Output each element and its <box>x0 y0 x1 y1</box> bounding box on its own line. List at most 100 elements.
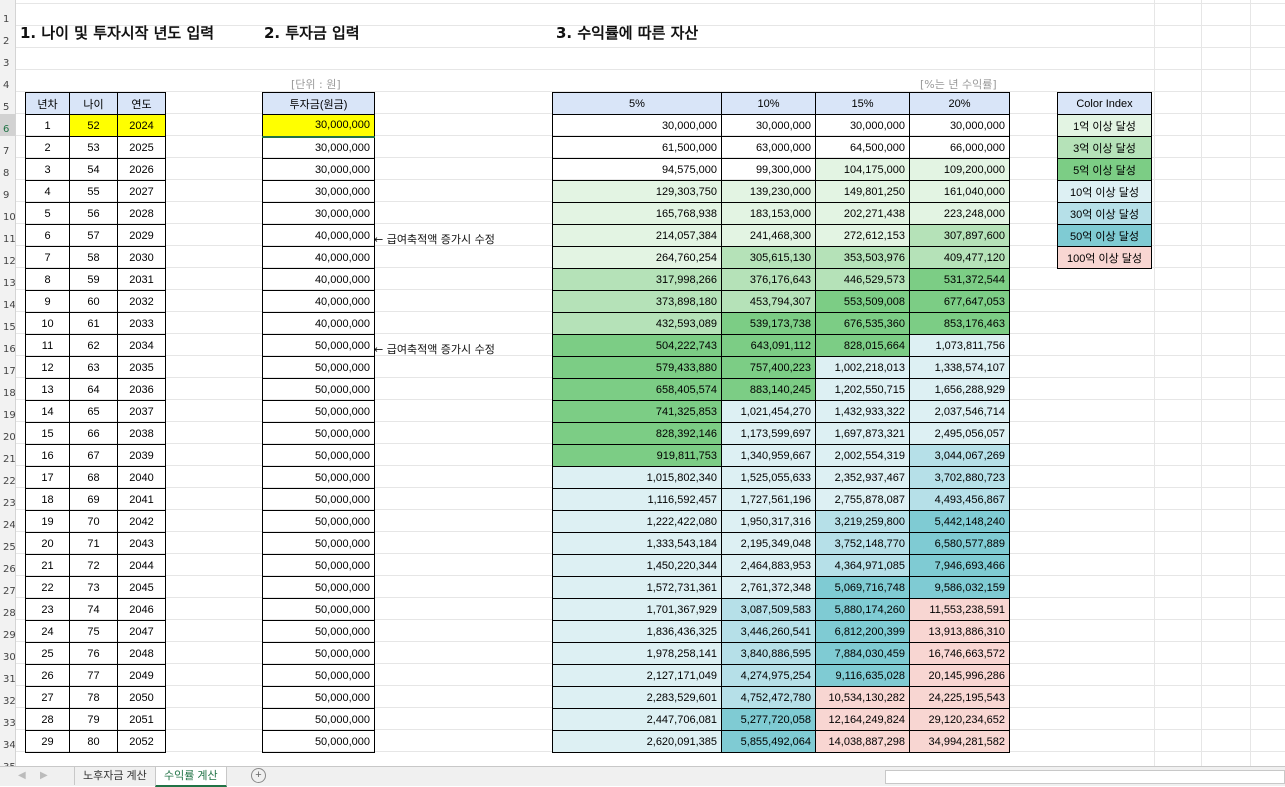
sheet-tab-retirement[interactable]: 노후자금 계산 <box>74 767 155 785</box>
color-index-item[interactable]: 30억 이상 달성 <box>1057 202 1152 225</box>
row-header[interactable]: 5 <box>3 102 10 113</box>
investment-cell[interactable]: 40,000,000 <box>262 246 375 269</box>
year-cell[interactable]: 2031 <box>117 268 166 291</box>
row-header[interactable]: 17 <box>3 366 16 377</box>
year-cell[interactable]: 73 <box>69 576 118 599</box>
asset-cell[interactable]: 883,140,245 <box>721 378 816 401</box>
asset-cell[interactable]: 853,176,463 <box>909 312 1010 335</box>
asset-cell[interactable]: 409,477,120 <box>909 246 1010 269</box>
asset-cell[interactable]: 272,612,153 <box>815 224 910 247</box>
row-header[interactable]: 21 <box>3 454 16 465</box>
horizontal-scrollbar[interactable] <box>885 770 1285 784</box>
year-cell[interactable]: 2052 <box>117 730 166 753</box>
year-cell[interactable]: 2036 <box>117 378 166 401</box>
year-cell[interactable]: 75 <box>69 620 118 643</box>
year-cell[interactable]: 72 <box>69 554 118 577</box>
year-cell[interactable]: 53 <box>69 136 118 159</box>
row-header[interactable]: 26 <box>3 564 16 575</box>
asset-cell[interactable]: 5,069,716,748 <box>815 576 910 599</box>
asset-cell[interactable]: 307,897,600 <box>909 224 1010 247</box>
year-cell[interactable]: 12 <box>25 356 70 379</box>
row-header[interactable]: 11 <box>3 234 16 245</box>
year-cell[interactable]: 5 <box>25 202 70 225</box>
asset-cell[interactable]: 4,274,975,254 <box>721 664 816 687</box>
row-header[interactable]: 7 <box>3 146 10 157</box>
row-header[interactable]: 33 <box>3 718 16 729</box>
asset-cell[interactable]: 741,325,853 <box>552 400 722 423</box>
asset-cell[interactable]: 99,300,000 <box>721 158 816 181</box>
color-index-item[interactable]: 1억 이상 달성 <box>1057 114 1152 137</box>
asset-cell[interactable]: 1,978,258,141 <box>552 642 722 665</box>
asset-cell[interactable]: 353,503,976 <box>815 246 910 269</box>
asset-cell[interactable]: 12,164,249,824 <box>815 708 910 731</box>
year-cell[interactable]: 15 <box>25 422 70 445</box>
year-cell[interactable]: 77 <box>69 664 118 687</box>
column-header[interactable]: 투자금(원금) <box>262 92 375 115</box>
year-cell[interactable]: 2030 <box>117 246 166 269</box>
year-cell[interactable]: 71 <box>69 532 118 555</box>
asset-cell[interactable]: 376,176,643 <box>721 268 816 291</box>
row-header[interactable]: 6 <box>0 114 15 136</box>
asset-cell[interactable]: 6,812,200,399 <box>815 620 910 643</box>
asset-cell[interactable]: 1,202,550,715 <box>815 378 910 401</box>
investment-cell[interactable]: 50,000,000 <box>262 488 375 511</box>
row-header[interactable]: 3 <box>3 58 10 69</box>
asset-cell[interactable]: 579,433,880 <box>552 356 722 379</box>
asset-cell[interactable]: 7,946,693,466 <box>909 554 1010 577</box>
asset-cell[interactable]: 61,500,000 <box>552 136 722 159</box>
year-cell[interactable]: 2048 <box>117 642 166 665</box>
investment-cell[interactable]: 30,000,000 <box>262 202 375 225</box>
investment-cell[interactable]: 50,000,000 <box>262 642 375 665</box>
rate-header[interactable]: 5% <box>552 92 722 115</box>
investment-cell[interactable]: 50,000,000 <box>262 444 375 467</box>
row-header[interactable]: 12 <box>3 256 16 267</box>
asset-cell[interactable]: 677,647,053 <box>909 290 1010 313</box>
year-cell[interactable]: 61 <box>69 312 118 335</box>
year-cell[interactable]: 67 <box>69 444 118 467</box>
year-cell[interactable]: 4 <box>25 180 70 203</box>
asset-cell[interactable]: 2,002,554,319 <box>815 444 910 467</box>
asset-cell[interactable]: 214,057,384 <box>552 224 722 247</box>
asset-cell[interactable]: 2,127,171,049 <box>552 664 722 687</box>
asset-cell[interactable]: 1,950,317,316 <box>721 510 816 533</box>
investment-cell[interactable]: 50,000,000 <box>262 334 375 357</box>
asset-cell[interactable]: 2,761,372,348 <box>721 576 816 599</box>
add-sheet-icon[interactable]: + <box>251 768 266 783</box>
asset-cell[interactable]: 1,002,218,013 <box>815 356 910 379</box>
color-index-item[interactable]: 100억 이상 달성 <box>1057 246 1152 269</box>
year-cell[interactable]: 2046 <box>117 598 166 621</box>
year-cell[interactable]: 2042 <box>117 510 166 533</box>
row-header[interactable]: 27 <box>3 586 16 597</box>
year-cell[interactable]: 29 <box>25 730 70 753</box>
asset-cell[interactable]: 305,615,130 <box>721 246 816 269</box>
asset-cell[interactable]: 3,219,259,800 <box>815 510 910 533</box>
year-cell[interactable]: 2040 <box>117 466 166 489</box>
asset-cell[interactable]: 30,000,000 <box>552 114 722 137</box>
year-cell[interactable]: 17 <box>25 466 70 489</box>
investment-cell[interactable]: 40,000,000 <box>262 268 375 291</box>
color-index-item[interactable]: 3억 이상 달성 <box>1057 136 1152 159</box>
row-header[interactable]: 20 <box>3 432 16 443</box>
asset-cell[interactable]: 139,230,000 <box>721 180 816 203</box>
year-cell[interactable]: 68 <box>69 466 118 489</box>
asset-cell[interactable]: 1,073,811,756 <box>909 334 1010 357</box>
row-header[interactable]: 19 <box>3 410 16 421</box>
investment-cell[interactable]: 30,000,000 <box>262 136 375 159</box>
color-index-item[interactable]: 50억 이상 달성 <box>1057 224 1152 247</box>
asset-cell[interactable]: 63,000,000 <box>721 136 816 159</box>
asset-cell[interactable]: 2,464,883,953 <box>721 554 816 577</box>
year-cell[interactable]: 79 <box>69 708 118 731</box>
year-cell[interactable]: 2037 <box>117 400 166 423</box>
year-cell[interactable]: 13 <box>25 378 70 401</box>
asset-cell[interactable]: 2,352,937,467 <box>815 466 910 489</box>
row-header[interactable]: 25 <box>3 542 16 553</box>
asset-cell[interactable]: 453,794,307 <box>721 290 816 313</box>
asset-cell[interactable]: 3,446,260,541 <box>721 620 816 643</box>
year-cell[interactable]: 2035 <box>117 356 166 379</box>
year-cell[interactable]: 59 <box>69 268 118 291</box>
asset-cell[interactable]: 14,038,887,298 <box>815 730 910 753</box>
year-cell[interactable]: 64 <box>69 378 118 401</box>
asset-cell[interactable]: 30,000,000 <box>721 114 816 137</box>
year-cell[interactable]: 25 <box>25 642 70 665</box>
asset-cell[interactable]: 129,303,750 <box>552 180 722 203</box>
